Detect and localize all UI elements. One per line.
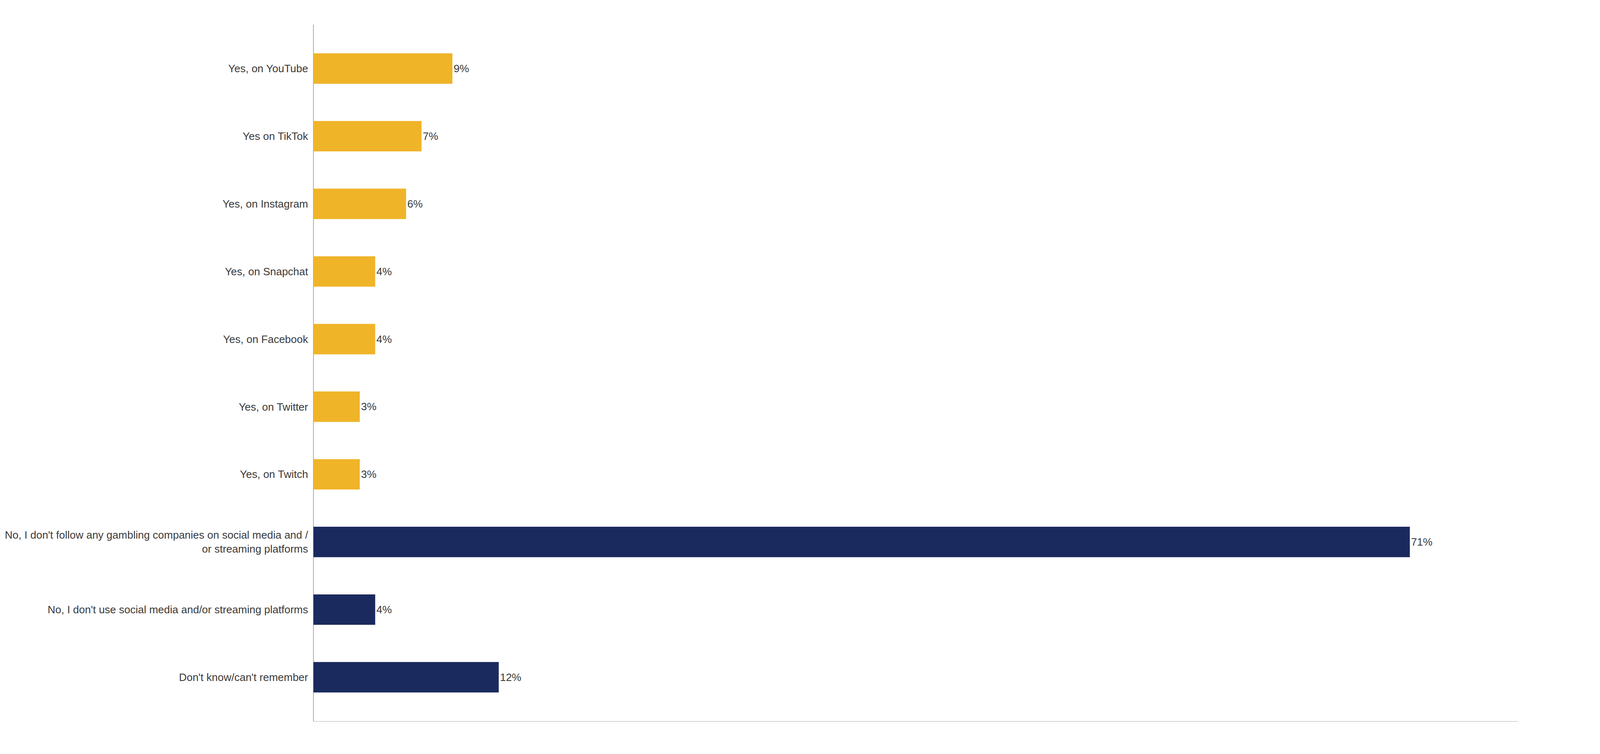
svg-text:4%: 4% [376,603,393,616]
svg-text:Yes, on Instagram: Yes, on Instagram [222,197,309,211]
svg-text:Yes, on Snapchat: Yes, on Snapchat [224,265,309,278]
svg-text:3%: 3% [361,468,377,481]
svg-text:71%: 71% [1411,535,1433,549]
svg-text:No, I don't use social media a: No, I don't use social media and/or stre… [47,603,309,616]
svg-text:4%: 4% [376,265,393,278]
svg-text:No, I don't follow any gamblin: No, I don't follow any gambling companie… [4,528,309,556]
svg-text:4%: 4% [376,333,393,346]
svg-text:Yes, on Twitch: Yes, on Twitch [240,468,309,481]
svg-text:6%: 6% [407,197,423,211]
svg-text:7%: 7% [422,130,439,143]
svg-text:Yes, on Facebook: Yes, on Facebook [223,333,309,346]
svg-text:9%: 9% [453,62,470,75]
svg-text:Yes on TikTok: Yes on TikTok [242,130,309,143]
svg-text:3%: 3% [361,400,377,413]
svg-text:Don't know/can't remember: Don't know/can't remember [178,671,309,684]
svg-text:12%: 12% [500,671,522,684]
svg-text:Yes, on Twitter: Yes, on Twitter [238,400,309,414]
svg-text:Yes, on YouTube: Yes, on YouTube [228,62,309,75]
